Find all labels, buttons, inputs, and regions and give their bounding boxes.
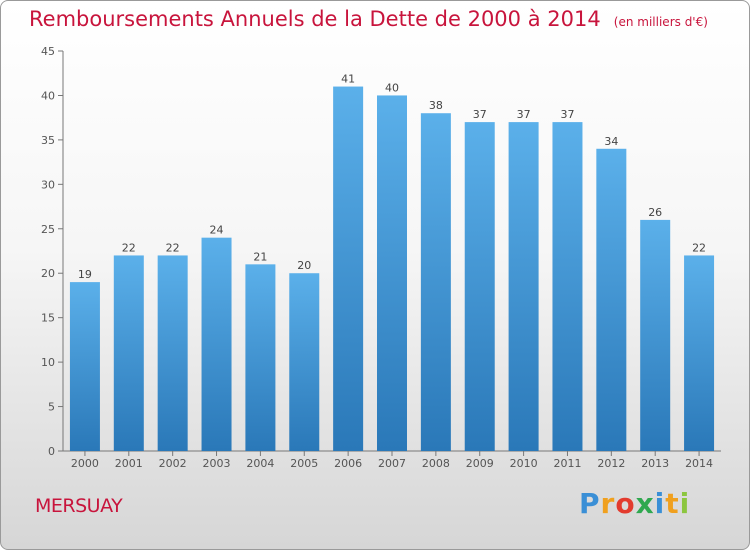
bar bbox=[508, 122, 539, 451]
x-tick-label: 2010 bbox=[510, 457, 538, 470]
logo-letter: t bbox=[665, 487, 680, 520]
y-tick-label: 0 bbox=[48, 445, 55, 458]
town-name: MERSUAY bbox=[35, 495, 123, 517]
logo-letter: i bbox=[679, 487, 691, 520]
x-tick-label: 2013 bbox=[641, 457, 669, 470]
x-tick-label: 2007 bbox=[378, 457, 406, 470]
x-tick-label: 2002 bbox=[159, 457, 187, 470]
bar bbox=[157, 255, 188, 451]
bar bbox=[289, 273, 320, 451]
bar-value-label: 24 bbox=[210, 224, 224, 237]
bar bbox=[552, 122, 583, 451]
bar-value-label: 37 bbox=[473, 108, 487, 121]
bar bbox=[640, 219, 671, 451]
bar bbox=[377, 95, 407, 451]
x-tick-label: 2000 bbox=[71, 457, 99, 470]
y-tick-label: 25 bbox=[41, 223, 55, 236]
bar bbox=[69, 282, 100, 451]
x-tick-label: 2003 bbox=[203, 457, 231, 470]
x-tick-label: 2012 bbox=[597, 457, 625, 470]
bar-value-label: 34 bbox=[604, 135, 618, 148]
logo-letter: x bbox=[635, 487, 655, 520]
x-tick-label: 2001 bbox=[115, 457, 143, 470]
bar-value-label: 40 bbox=[385, 81, 399, 94]
x-tick-label: 2006 bbox=[334, 457, 362, 470]
bar-value-label: 21 bbox=[253, 250, 267, 263]
x-tick-label: 2009 bbox=[466, 457, 494, 470]
bar-value-label: 22 bbox=[166, 241, 180, 254]
bar-value-label: 26 bbox=[648, 206, 662, 219]
y-tick-label: 10 bbox=[41, 356, 55, 369]
logo-letter: o bbox=[615, 487, 636, 520]
y-tick-label: 5 bbox=[48, 401, 55, 414]
chart-title: Remboursements Annuels de la Dette de 20… bbox=[29, 7, 601, 31]
y-tick-label: 30 bbox=[41, 178, 55, 191]
bar-value-label: 37 bbox=[517, 108, 531, 121]
y-tick-label: 45 bbox=[41, 45, 55, 58]
x-tick-label: 2005 bbox=[290, 457, 318, 470]
bar bbox=[245, 264, 276, 451]
x-tick-label: 2011 bbox=[553, 457, 581, 470]
proxiti-logo: Proxiti bbox=[579, 487, 690, 520]
bar-value-label: 22 bbox=[692, 241, 706, 254]
y-tick-label: 40 bbox=[41, 89, 55, 102]
y-tick-label: 20 bbox=[41, 267, 55, 280]
bar bbox=[464, 122, 495, 451]
bar-value-label: 41 bbox=[341, 73, 355, 86]
y-tick-label: 15 bbox=[41, 312, 55, 325]
bar bbox=[201, 237, 232, 451]
logo-letter: r bbox=[600, 487, 616, 520]
bar bbox=[333, 86, 364, 452]
y-tick-label: 35 bbox=[41, 134, 55, 147]
bar bbox=[113, 255, 144, 451]
unit-note: (en milliers d'€) bbox=[613, 15, 708, 29]
bar-value-label: 20 bbox=[297, 259, 311, 272]
logo-letter: i bbox=[654, 487, 666, 520]
bar-value-label: 38 bbox=[429, 99, 443, 112]
bar bbox=[420, 113, 451, 451]
x-tick-label: 2014 bbox=[685, 457, 713, 470]
bar-value-label: 22 bbox=[122, 241, 136, 254]
bar bbox=[596, 148, 627, 451]
bar bbox=[684, 255, 715, 451]
x-tick-label: 2008 bbox=[422, 457, 450, 470]
chart-title-block: Remboursements Annuels de la Dette de 20… bbox=[29, 7, 708, 31]
logo-letter: P bbox=[579, 487, 601, 520]
bar-value-label: 19 bbox=[78, 268, 92, 281]
bar-value-label: 37 bbox=[560, 108, 574, 121]
x-tick-label: 2004 bbox=[246, 457, 274, 470]
